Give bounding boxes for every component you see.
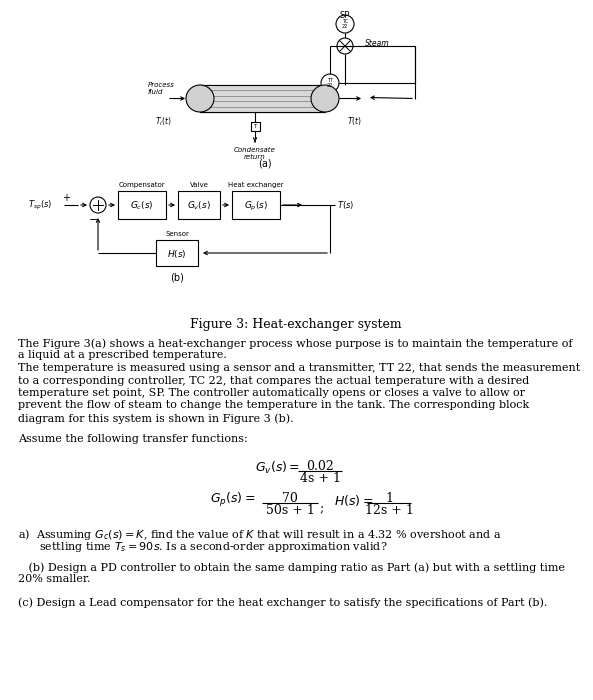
Text: −: − bbox=[90, 215, 98, 225]
Text: +: + bbox=[62, 193, 70, 203]
Text: ;: ; bbox=[320, 502, 324, 515]
Text: Steam: Steam bbox=[365, 39, 390, 48]
Text: Compensator: Compensator bbox=[119, 182, 165, 188]
Text: $T_i(t)$: $T_i(t)$ bbox=[155, 115, 172, 127]
Text: The temperature is measured using a sensor and a transmitter, TT 22, that sends : The temperature is measured using a sens… bbox=[18, 363, 580, 373]
Text: $T(s)$: $T(s)$ bbox=[337, 199, 354, 211]
Text: $T(t)$: $T(t)$ bbox=[347, 115, 362, 127]
Circle shape bbox=[321, 74, 339, 92]
Text: $T_{sp}(s)$: $T_{sp}(s)$ bbox=[28, 199, 52, 211]
Text: $G_p(s)$: $G_p(s)$ bbox=[244, 199, 268, 213]
Circle shape bbox=[337, 38, 353, 54]
Text: 70: 70 bbox=[282, 492, 298, 505]
Text: (c) Design a Lead compensator for the heat exchanger to satisfy the specificatio: (c) Design a Lead compensator for the he… bbox=[18, 597, 547, 608]
Bar bbox=[178, 191, 220, 219]
Text: Process
fluid: Process fluid bbox=[148, 82, 175, 95]
Text: 20% smaller.: 20% smaller. bbox=[18, 575, 91, 584]
Circle shape bbox=[336, 15, 354, 33]
Text: to a corresponding controller, TC 22, that compares the actual temperature with : to a corresponding controller, TC 22, th… bbox=[18, 375, 529, 386]
Bar bbox=[156, 240, 198, 266]
Text: TT
22: TT 22 bbox=[327, 78, 333, 88]
Text: $G_p(s) =$: $G_p(s) =$ bbox=[210, 491, 256, 509]
Ellipse shape bbox=[311, 85, 339, 112]
Ellipse shape bbox=[186, 85, 214, 112]
Text: a)  Assuming $G_c(s) = K$, find the value of $K$ that will result in a 4.32 % ov: a) Assuming $G_c(s) = K$, find the value… bbox=[18, 527, 502, 542]
Text: T: T bbox=[253, 124, 257, 129]
Text: prevent the flow of steam to change the temperature in the tank. The correspondi: prevent the flow of steam to change the … bbox=[18, 400, 529, 410]
Bar bbox=[118, 191, 166, 219]
Bar bbox=[200, 85, 325, 112]
Text: temperature set point, SP. The controller automatically opens or closes a valve : temperature set point, SP. The controlle… bbox=[18, 388, 525, 398]
Text: $H(s)$: $H(s)$ bbox=[167, 248, 187, 260]
Text: a liquid at a prescribed temperature.: a liquid at a prescribed temperature. bbox=[18, 351, 227, 360]
Circle shape bbox=[90, 197, 106, 213]
Text: 50s + 1: 50s + 1 bbox=[266, 504, 314, 517]
Bar bbox=[200, 85, 325, 112]
Text: $H(s) =$: $H(s) =$ bbox=[334, 493, 374, 507]
Text: (a): (a) bbox=[258, 158, 272, 168]
Bar bbox=[232, 191, 280, 219]
Text: $G_c(s)$: $G_c(s)$ bbox=[130, 199, 154, 212]
Bar bbox=[250, 122, 260, 131]
Text: 1: 1 bbox=[385, 492, 393, 505]
Text: Sensor: Sensor bbox=[165, 231, 189, 237]
Text: Figure 3: Heat-exchanger system: Figure 3: Heat-exchanger system bbox=[190, 318, 402, 331]
Text: TC
22: TC 22 bbox=[342, 19, 348, 29]
Text: $G_v(s) =$: $G_v(s) =$ bbox=[255, 460, 300, 476]
Text: Valve: Valve bbox=[190, 182, 208, 188]
Text: 4s + 1: 4s + 1 bbox=[299, 472, 340, 485]
Text: SP: SP bbox=[340, 11, 350, 20]
Text: (b): (b) bbox=[170, 272, 184, 282]
Text: Condensate
return: Condensate return bbox=[234, 147, 276, 160]
Text: 12s + 1: 12s + 1 bbox=[365, 504, 413, 517]
Text: 0.02: 0.02 bbox=[306, 460, 334, 473]
Text: $G_v(s)$: $G_v(s)$ bbox=[187, 199, 211, 212]
Text: Assume the following transfer functions:: Assume the following transfer functions: bbox=[18, 433, 248, 444]
Text: (b) Design a PD controller to obtain the same damping ratio as Part (a) but with: (b) Design a PD controller to obtain the… bbox=[18, 562, 565, 573]
Text: settling time $T_s = 90s$. Is a second-order approximation valid?: settling time $T_s = 90s$. Is a second-o… bbox=[18, 540, 388, 554]
Text: diagram for this system is shown in Figure 3 (b).: diagram for this system is shown in Figu… bbox=[18, 413, 294, 424]
Text: The Figure 3(a) shows a heat-exchanger process whose purpose is to maintain the : The Figure 3(a) shows a heat-exchanger p… bbox=[18, 338, 572, 349]
Text: Heat exchanger: Heat exchanger bbox=[228, 182, 283, 188]
